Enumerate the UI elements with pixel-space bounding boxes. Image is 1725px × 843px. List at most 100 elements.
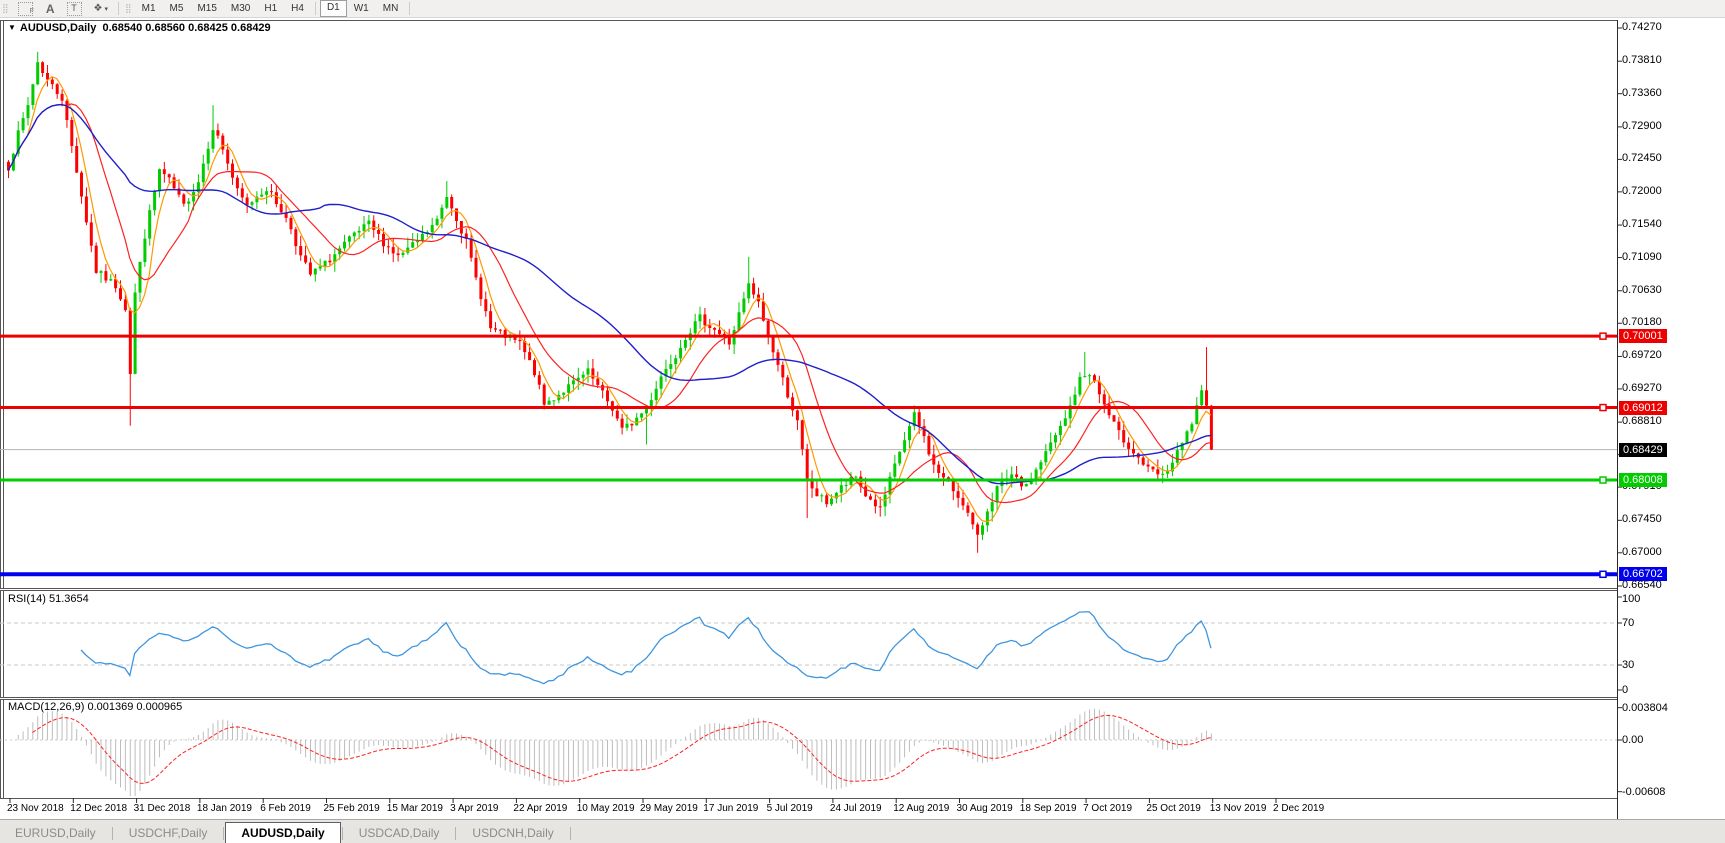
- price-axis-label: 0.69720: [1622, 349, 1662, 362]
- date-axis: 23 Nov 2018 12 Dec 2018 31 Dec 2018 18 Jan …: [0, 800, 1617, 819]
- rsi-scale-label: 0: [1622, 684, 1629, 696]
- moving-average-line-13: [7, 103, 1212, 504]
- timeframe-m15-button[interactable]: M15: [197, 3, 217, 14]
- chart-ohlc-values: 0.68540 0.68560 0.68425 0.68429: [102, 22, 271, 34]
- rsi-scale-label: 100: [1622, 593, 1641, 605]
- moving-average-line-5: [7, 76, 1212, 523]
- timeframe-m30-button[interactable]: M30: [230, 3, 251, 14]
- date-axis-label: 17 Jun 2019: [703, 803, 759, 814]
- date-axis-label: 13 Nov 2019: [1209, 803, 1267, 814]
- level-price-label: 0.70001: [1619, 329, 1667, 344]
- date-axis-label: 18 Sep 2019: [1019, 803, 1077, 814]
- price-axis-label: 0.69270: [1622, 381, 1662, 394]
- timeframe-h4-button[interactable]: H4: [291, 3, 304, 14]
- shapes-tool-icon[interactable]: ❖ ▾: [94, 3, 108, 14]
- rsi-panel: [0, 611, 1617, 685]
- objects-f-label: F: [29, 8, 34, 15]
- chart-title: ▼ AUDUSD,Daily 0.68540 0.68560 0.68425 0.…: [8, 22, 271, 34]
- rsi-scale-label: 70: [1622, 617, 1635, 629]
- macd-scale-label: -0.00608: [1622, 785, 1666, 798]
- tab-audusd-daily[interactable]: AUDUSD,Daily: [225, 822, 341, 843]
- diamond-icon: ❖: [93, 3, 103, 14]
- dotted-box-icon: [17, 1, 33, 16]
- date-axis-label: 23 Nov 2018: [7, 803, 64, 814]
- macd-scale-label: 0.003804: [1622, 701, 1668, 714]
- date-axis-label: 29 May 2019: [640, 803, 698, 814]
- date-axis-label: 22 Apr 2019: [513, 803, 568, 814]
- tab-separator: [455, 827, 457, 840]
- chart-collapse-icon[interactable]: ▼: [8, 23, 16, 32]
- tab-eurusd-daily[interactable]: EURUSD,Daily: [15, 826, 96, 840]
- date-axis-label: 12 Aug 2019: [893, 803, 950, 814]
- tab-separator: [341, 827, 343, 840]
- toolbar-separator: [409, 2, 411, 15]
- chart-symbol-label: AUDUSD,Daily: [19, 22, 97, 34]
- level-line-0.68008[interactable]: [0, 476, 1617, 484]
- rsi-scale-label: 30: [1622, 659, 1635, 671]
- level-price-label: 0.69012: [1619, 400, 1667, 415]
- rsi-line: [80, 611, 1212, 685]
- tab-separator: [111, 827, 113, 840]
- date-axis-label: 3 Apr 2019: [450, 803, 499, 814]
- macd-scale-label: 0.00: [1622, 734, 1644, 746]
- date-axis-label: 12 Dec 2018: [70, 803, 128, 814]
- price-axis-label: 0.66540: [1622, 578, 1662, 591]
- macd-signal-line: [32, 714, 1212, 784]
- tab-separator: [569, 827, 571, 840]
- macd-panel: [0, 708, 1617, 796]
- price-axis-label: 0.72900: [1622, 119, 1662, 132]
- macd-indicator-label: MACD(12,26,9) 0.001369 0.000965: [8, 701, 183, 713]
- price-axis-label: 0.72000: [1622, 184, 1662, 197]
- price-axis-label: 0.67450: [1622, 513, 1662, 526]
- price-axis-label: 0.71090: [1622, 250, 1662, 263]
- tab-usdchf-daily[interactable]: USDCHF,Daily: [128, 826, 208, 840]
- price-axis-label: 0.68810: [1622, 415, 1662, 428]
- axis-ticks: [9, 27, 1622, 803]
- price-axis-label: 0.73810: [1622, 54, 1662, 67]
- moving-average-line-40: [7, 103, 1211, 485]
- panel-borders: [0, 20, 1618, 819]
- date-axis-label: 10 May 2019: [576, 803, 635, 814]
- level-line-0.66702[interactable]: [0, 570, 1617, 579]
- price-axis-label: 0.72450: [1622, 152, 1662, 165]
- price-axis-label: 0.67000: [1622, 545, 1662, 558]
- bid-price-label: 0.68429: [1619, 442, 1667, 457]
- toolbar-drag-handle[interactable]: ⣿: [125, 3, 132, 13]
- objects-list-icon[interactable]: F: [17, 1, 34, 16]
- price-axis-label: 0.74270: [1622, 21, 1662, 33]
- level-price-label: 0.66702: [1619, 567, 1667, 582]
- level-price-label: 0.68008: [1619, 473, 1667, 488]
- date-axis-label: 18 Jan 2019: [196, 803, 252, 814]
- text-box-icon[interactable]: T: [66, 1, 82, 16]
- timeframe-m5-button[interactable]: M5: [169, 3, 184, 14]
- date-axis-label: 25 Feb 2019: [323, 803, 380, 814]
- timeframe-h1-button[interactable]: H1: [264, 3, 278, 14]
- toolbar-separator: [314, 2, 316, 15]
- text-label-icon[interactable]: A: [45, 1, 55, 16]
- price-axis-label: 0.70630: [1622, 283, 1662, 296]
- price-axis-label: 0.73360: [1622, 86, 1662, 99]
- timeframe-mn-button[interactable]: MN: [382, 3, 399, 14]
- top-toolbar: ⣿ F A T ❖ ▾ ⣿ M1 M5 M15 M30 H1 H4 D1 W1 …: [0, 0, 1725, 18]
- toolbar-drag-handle[interactable]: ⣿: [2, 3, 9, 13]
- level-line-0.70001[interactable]: [0, 332, 1617, 340]
- timeframe-d1-button[interactable]: D1: [319, 0, 347, 17]
- date-axis-label: 6 Feb 2019: [260, 803, 311, 814]
- rsi-indicator-label: RSI(14) 51.3654: [8, 593, 89, 605]
- tab-usdcad-daily[interactable]: USDCAD,Daily: [358, 826, 440, 840]
- timeframe-w1-button[interactable]: W1: [353, 3, 369, 14]
- timeframe-m1-button[interactable]: M1: [141, 3, 156, 14]
- tab-usdcnh-daily[interactable]: USDCNH,Daily: [472, 826, 554, 840]
- macd-histogram: [17, 708, 1212, 796]
- chevron-down-icon: ▾: [104, 5, 109, 13]
- date-axis-label: 25 Oct 2019: [1146, 803, 1201, 814]
- level-line-0.69012[interactable]: [0, 403, 1617, 412]
- candles-layer: [7, 51, 1213, 553]
- date-axis-label: 24 Jul 2019: [829, 803, 882, 814]
- date-axis-label: 2 Dec 2019: [1273, 803, 1325, 814]
- price-axis-label: 0.71540: [1622, 218, 1662, 231]
- tab-separator: [223, 827, 225, 840]
- date-axis-label: 7 Oct 2019: [1083, 803, 1133, 814]
